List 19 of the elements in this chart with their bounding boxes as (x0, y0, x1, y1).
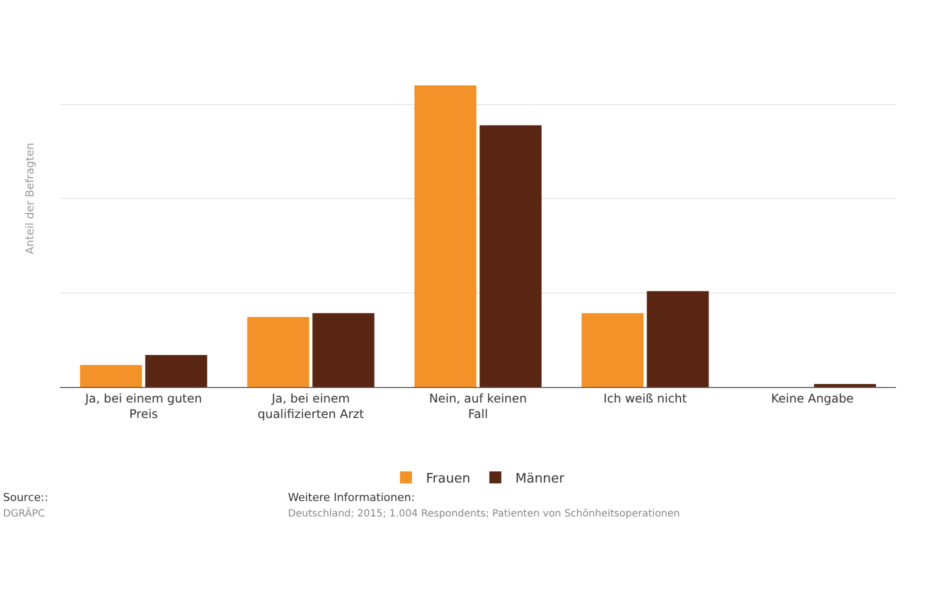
x-tick-label: Keine Angabe (771, 391, 854, 406)
bar (646, 291, 709, 387)
bar (414, 85, 476, 387)
x-tick-label: Ich weiß nicht (604, 391, 688, 406)
bar (480, 125, 542, 387)
bar (312, 313, 374, 387)
bar (247, 317, 310, 387)
legend-label: Männer (515, 471, 565, 486)
text: Weitere Informationen: Deutschland; 2015; 1.004 Respondents; Patienten von Schönheitsoperationen (288, 491, 680, 520)
x-tick-label: Nein, auf keinen Fall (429, 391, 527, 421)
bar (145, 355, 208, 387)
x-tick-label: Ja, bei einem qualifizierten Arzt (258, 391, 364, 421)
bar (814, 384, 876, 387)
x-tick-label: Ja, bei einem guten Preis (84, 391, 202, 421)
y-axis-title: Anteil der Befragten (24, 142, 36, 254)
bar (582, 313, 644, 387)
legend-label: Frauen (426, 471, 470, 486)
bar (80, 364, 142, 387)
source-note: Source:: DGRÄPC (3, 491, 48, 520)
